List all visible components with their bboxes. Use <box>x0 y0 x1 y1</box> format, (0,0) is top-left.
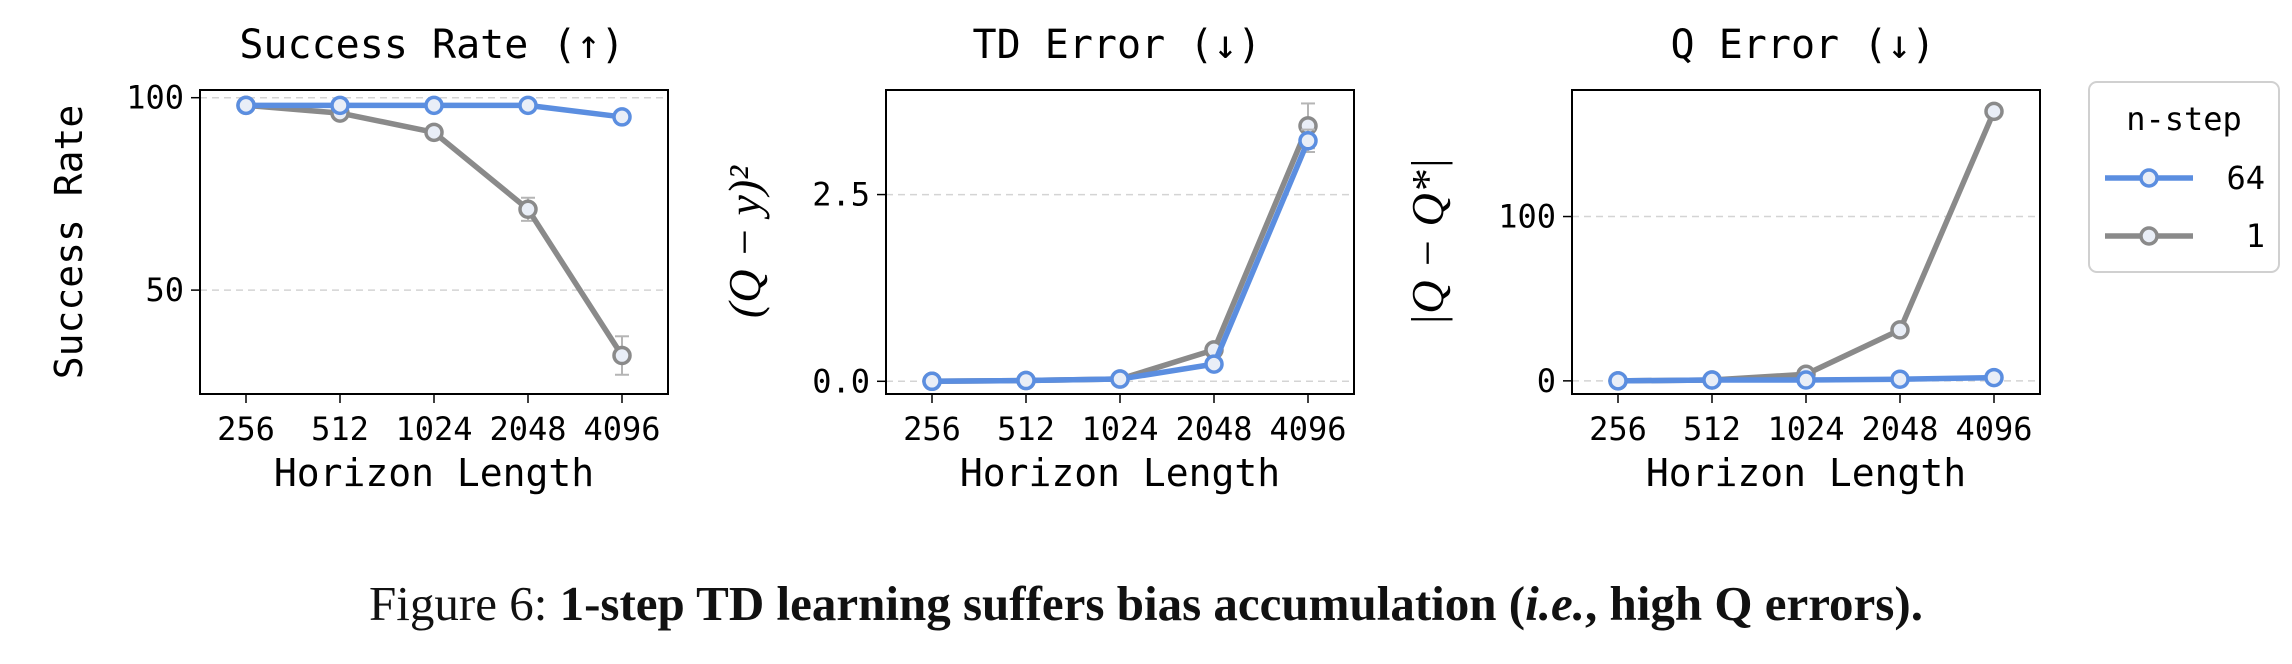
y-axis-label: |Q − Q*| <box>1402 158 1453 327</box>
x-tick-label: 4096 <box>583 410 660 448</box>
x-tick-label: 1024 <box>1081 410 1158 448</box>
x-tick-label: 2048 <box>489 410 566 448</box>
data-point <box>518 95 538 116</box>
x-tick-label: 4096 <box>1955 410 2032 448</box>
data-point <box>612 107 632 127</box>
y-tick-label: 0.0 <box>812 362 870 400</box>
x-tick-label: 2048 <box>1861 410 1938 448</box>
legend-label: 64 <box>2226 159 2265 197</box>
data-point <box>1890 369 1910 389</box>
y-tick-label: 0 <box>1537 362 1556 400</box>
data-point <box>612 345 632 366</box>
data-point <box>1608 371 1628 391</box>
series-line-1 <box>1617 110 1997 384</box>
caption-bold-part-2: , high Q errors). <box>1584 576 1923 631</box>
data-point <box>1984 367 2004 388</box>
y-axis-label: Success Rate <box>47 105 91 380</box>
x-tick-label: 4096 <box>1269 410 1346 448</box>
legend-marker <box>2139 226 2159 246</box>
x-tick-label: 256 <box>903 410 961 448</box>
axes-frame <box>1571 89 2041 395</box>
y-axis-label: (Q − y)² <box>719 165 770 318</box>
chart-title: Q Error (↓) <box>1671 22 1936 68</box>
data-point <box>1016 370 1036 391</box>
data-point <box>424 95 444 116</box>
x-tick-label: 256 <box>1589 410 1647 448</box>
axes-frame <box>885 89 1355 395</box>
caption-prefix: Figure 6: <box>369 576 560 631</box>
x-tick-label: 1024 <box>1767 410 1844 448</box>
x-tick-label: 1024 <box>395 410 472 448</box>
x-tick-label: 2048 <box>1175 410 1252 448</box>
x-axis-label: Horizon Length <box>960 451 1280 495</box>
x-tick-label: 512 <box>997 410 1055 448</box>
x-tick-label: 256 <box>217 410 275 448</box>
data-point <box>1890 320 1910 340</box>
x-axis-label: Horizon Length <box>274 451 594 495</box>
chart-title: TD Error (↓) <box>973 22 1262 68</box>
y-tick-label: 100 <box>1498 198 1556 236</box>
data-point <box>922 371 942 392</box>
figure-caption: Figure 6: 1-step TD learning suffers bia… <box>0 575 2292 632</box>
legend-title: n-step <box>2126 100 2242 138</box>
caption-bold-part-1: 1-step TD learning suffers bias accumula… <box>559 576 1526 631</box>
data-point <box>1298 131 1318 151</box>
data-point <box>1796 370 1816 390</box>
x-tick-label: 512 <box>1683 410 1741 448</box>
data-point <box>518 199 538 220</box>
y-tick-label: 2.5 <box>812 176 870 214</box>
data-point <box>424 122 444 143</box>
caption-italic: i.e. <box>1525 576 1585 631</box>
x-tick-label: 512 <box>311 410 369 448</box>
data-point <box>1984 101 2004 122</box>
y-tick-label: 50 <box>145 271 184 309</box>
data-point <box>236 95 256 116</box>
series-line-1 <box>931 124 1311 385</box>
chart-title: Success Rate (↑) <box>239 22 624 68</box>
data-point <box>1702 370 1722 390</box>
legend-label: 1 <box>2246 217 2265 255</box>
data-point <box>1204 354 1224 374</box>
data-point <box>330 95 350 116</box>
y-tick-label: 100 <box>126 79 184 117</box>
legend-marker <box>2139 168 2159 188</box>
series-line-1 <box>245 102 625 358</box>
data-point <box>1110 369 1130 389</box>
x-axis-label: Horizon Length <box>1646 451 1966 495</box>
